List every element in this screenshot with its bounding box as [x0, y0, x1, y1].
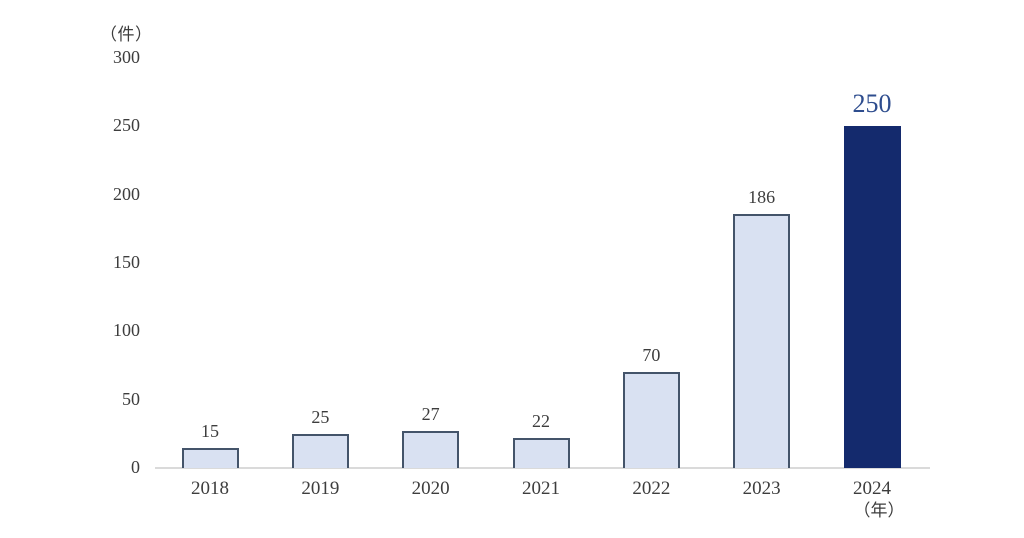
- x-tick-label: 2020: [411, 478, 450, 499]
- x-tick-label: 2018: [191, 478, 229, 499]
- bar-value-label: 22: [532, 410, 550, 431]
- x-tick-label: 2024: [853, 478, 891, 499]
- x-tick-label: 2021: [522, 478, 560, 499]
- x-tick-label: 2022: [632, 478, 671, 499]
- bar-2022: [622, 372, 680, 468]
- x-axis-baseline: [155, 467, 930, 469]
- bar-value-label: 186: [748, 186, 776, 207]
- bar-2021: [512, 437, 570, 468]
- bar-value-label: 250: [852, 89, 892, 119]
- bar-2024: [843, 126, 901, 468]
- bar-value-label: 15: [201, 420, 219, 441]
- bar-2018: [181, 447, 239, 468]
- y-tick-label: 50: [122, 388, 140, 409]
- y-tick-label: 250: [113, 115, 140, 136]
- x-axis-unit-label: （年）: [853, 501, 905, 520]
- bar-value-label: 27: [421, 404, 440, 425]
- bar-2019: [291, 433, 349, 468]
- y-tick-label: 0: [131, 457, 140, 477]
- bar-value-label: 25: [311, 406, 330, 427]
- y-tick-label: 100: [113, 320, 140, 341]
- bar-2020: [402, 431, 460, 468]
- bar-2023: [733, 213, 791, 468]
- y-tick-label: 150: [113, 252, 140, 272]
- bar-value-label: 70: [642, 345, 661, 366]
- y-axis-unit-label: （件）: [100, 25, 153, 44]
- y-tick-label: 300: [113, 47, 140, 67]
- x-tick-label: 2019: [301, 478, 340, 499]
- x-tick-label: 2023: [742, 478, 781, 499]
- y-tick-label: 200: [113, 183, 140, 204]
